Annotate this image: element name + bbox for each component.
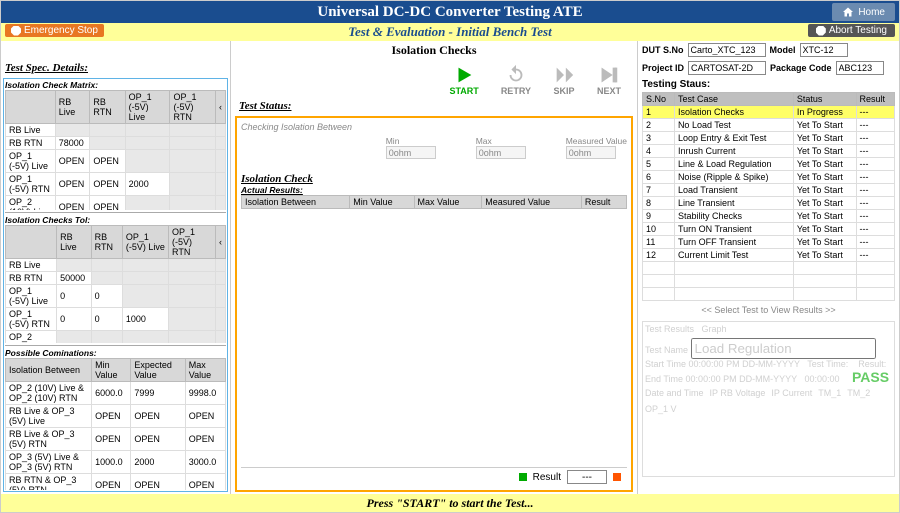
- footer-hint: Press "START" to start the Test...: [1, 494, 899, 512]
- skip-icon: [553, 64, 575, 86]
- abort-icon: [816, 26, 826, 36]
- status-panel: Checking Isolation Between Min Max Measu…: [235, 116, 633, 492]
- actual-results-label: Actual Results:: [241, 185, 627, 195]
- next-button[interactable]: NEXT: [597, 64, 621, 96]
- matrix-label: Isolation Check Matrix:: [5, 80, 226, 90]
- test-status-heading: Test Status:: [231, 98, 637, 114]
- sub-bar: Emergency Stop Test & Evaluation - Initi…: [1, 23, 899, 41]
- testing-status-label: Testing Staus:: [638, 77, 899, 92]
- tol-table[interactable]: RB LiveRB RTNOP_1 (-5V) LiveOP_1 (-5V) R…: [5, 225, 226, 343]
- estop-label: Emergency Stop: [24, 25, 98, 36]
- retry-icon: [505, 64, 527, 86]
- matrix-panel: Isolation Check Matrix: RB LiveRB RTNOP_…: [3, 78, 228, 492]
- tab-graph[interactable]: Graph: [702, 324, 727, 334]
- dut-sno-input[interactable]: [688, 43, 766, 57]
- spec-heading: Test Spec. Details:: [1, 60, 230, 76]
- orange-indicator: [613, 473, 621, 481]
- green-indicator: [519, 473, 527, 481]
- next-icon: [598, 64, 620, 86]
- comb-label: Possible Cominations:: [5, 348, 226, 358]
- tab-results[interactable]: Test Results: [645, 324, 694, 334]
- max-input[interactable]: [476, 146, 526, 159]
- abort-button[interactable]: Abort Testing: [808, 24, 895, 37]
- result-value: ---: [567, 470, 607, 484]
- min-input[interactable]: [386, 146, 436, 159]
- skip-button[interactable]: SKIP: [553, 64, 575, 96]
- pid-label: Project ID: [642, 63, 684, 73]
- pkg-label: Package Code: [770, 63, 832, 73]
- tol-label: Isolation Checks Tol:: [5, 215, 226, 225]
- results-table[interactable]: Isolation BetweenMin ValueMax ValueMeasu…: [241, 195, 627, 209]
- matrix-table[interactable]: RB LiveRB RTNOP_1 (-5V) LiveOP_1 (-5V) R…: [5, 90, 226, 210]
- max-label: Max: [476, 136, 526, 146]
- pkg-input[interactable]: [836, 61, 884, 75]
- checking-label: Checking Isolation Between: [241, 122, 627, 132]
- title-bar: Universal DC-DC Converter Testing ATE Ho…: [1, 1, 899, 23]
- section-heading: Isolation Checks: [231, 41, 637, 60]
- home-icon: [842, 6, 854, 18]
- ghost-pass: PASS: [852, 369, 889, 385]
- emergency-stop-button[interactable]: Emergency Stop: [5, 24, 104, 37]
- dut-sno-label: DUT S.No: [642, 45, 684, 55]
- retry-button[interactable]: RETRY: [501, 64, 531, 96]
- start-button[interactable]: START: [449, 64, 478, 96]
- result-label: Result: [533, 472, 561, 483]
- home-label: Home: [858, 7, 885, 18]
- home-button[interactable]: Home: [832, 3, 895, 21]
- pid-input[interactable]: [688, 61, 766, 75]
- app-title: Universal DC-DC Converter Testing ATE: [317, 4, 582, 21]
- status-table[interactable]: S.NoTest CaseStatusResult1Isolation Chec…: [642, 92, 895, 301]
- value-inputs: Min Max Measured Value: [241, 136, 627, 159]
- play-icon: [453, 64, 475, 86]
- model-label: Model: [770, 45, 796, 55]
- model-input[interactable]: [800, 43, 848, 57]
- ghost-name: [691, 338, 876, 359]
- action-bar: START RETRY SKIP NEXT: [231, 60, 637, 98]
- select-hint: << Select Test to View Results >>: [638, 301, 899, 319]
- stop-icon: [11, 26, 21, 36]
- isol-check-label: Isolation Check: [241, 173, 627, 185]
- meas-label: Measured Value: [566, 136, 627, 146]
- subtitle: Test & Evaluation - Initial Bench Test: [348, 24, 551, 40]
- min-label: Min: [386, 136, 436, 146]
- abort-label: Abort Testing: [829, 25, 887, 36]
- meas-input[interactable]: [566, 146, 616, 159]
- comb-table[interactable]: Isolation BetweenMin ValueExpected Value…: [5, 358, 226, 490]
- results-tabs: Test Results Graph Test Name Start Time …: [642, 321, 895, 477]
